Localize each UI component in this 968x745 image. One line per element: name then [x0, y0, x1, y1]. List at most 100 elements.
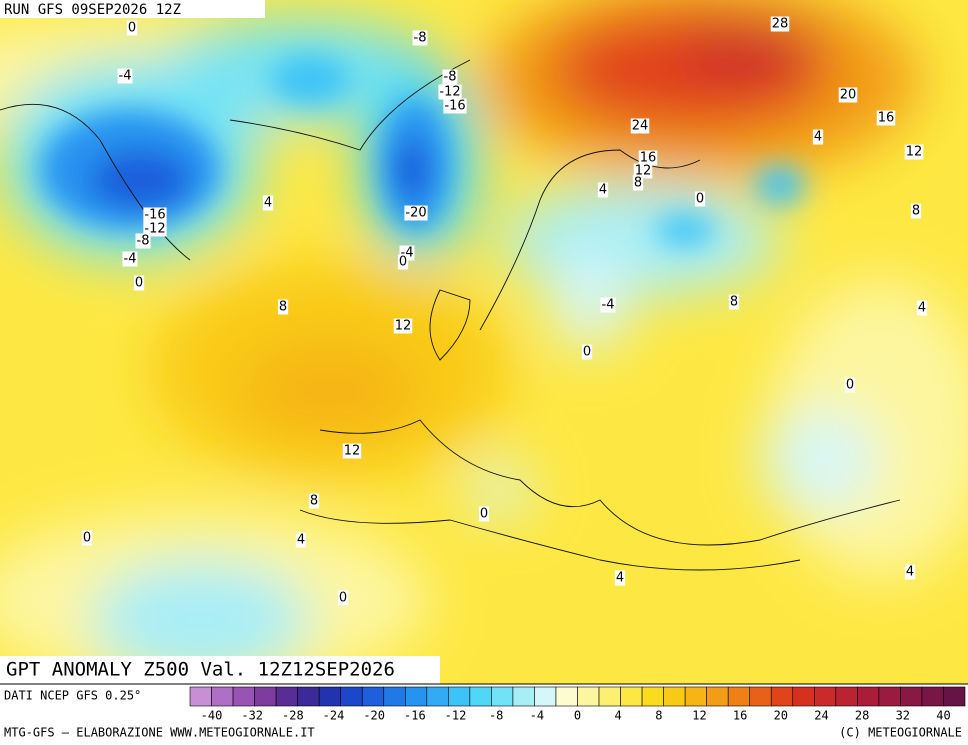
contour-label-bg — [630, 118, 650, 134]
colorbar-cell — [641, 686, 664, 707]
colorbar-tick-label: -12 — [445, 709, 467, 723]
contour-label: 12 — [344, 444, 361, 459]
contour-label: 4 — [906, 565, 914, 580]
contour-label-bg — [393, 318, 413, 334]
contour-label-bg — [133, 275, 145, 291]
contour-label: 28 — [772, 17, 789, 32]
contour-label: 4 — [297, 533, 305, 548]
contour-label: -4 — [602, 298, 615, 313]
contour-label: -12 — [439, 85, 460, 100]
colorbar-tick-label: -28 — [282, 709, 304, 723]
contour-label-bg — [412, 30, 428, 46]
contour-label: 8 — [634, 176, 642, 191]
colorbar-cell — [555, 686, 578, 707]
colorbar-cell — [189, 686, 212, 707]
contour-label-bg — [122, 251, 138, 267]
colorbar-cell — [275, 686, 298, 707]
colorbar-tick-label: -8 — [489, 709, 503, 723]
contour-label: 0 — [399, 255, 407, 270]
colorbar-cell — [857, 686, 880, 707]
colorbar-cell — [232, 686, 255, 707]
colorbar-cell — [727, 686, 751, 707]
contour-label-bg — [916, 300, 928, 316]
contour-label: 4 — [264, 196, 272, 211]
colorbar-tick-label: 0 — [574, 709, 581, 723]
contour-label: 8 — [310, 494, 318, 509]
footer-left: MTG-GFS – ELABORAZIONE WWW.METEOGIORNALE… — [4, 726, 315, 740]
contour-label: 16 — [640, 151, 657, 166]
colorbar-tick-label: -4 — [530, 709, 544, 723]
colorbar-tick-label: 28 — [855, 709, 869, 723]
contour-label: 8 — [279, 300, 287, 315]
contour-label: 16 — [878, 111, 895, 126]
colorbar-tick-label: -40 — [201, 709, 223, 723]
contour-label-bg — [632, 175, 644, 191]
contour-label-bg — [633, 163, 653, 179]
contour-label-bg — [638, 150, 658, 166]
contour-label-bg — [844, 377, 856, 393]
colorbar-tick-label: -16 — [404, 709, 426, 723]
contour-label: 8 — [730, 295, 738, 310]
colorbar-cell — [943, 686, 966, 707]
colorbar-cell — [448, 686, 471, 707]
colorbar-cell — [383, 686, 406, 707]
contour-label: -4 — [119, 69, 132, 84]
colorbar-cell — [792, 686, 815, 707]
run-label: RUN GFS 09SEP2026 12Z — [4, 2, 181, 18]
colorbar-tick-label: 12 — [692, 709, 706, 723]
contour-label: 4 — [918, 301, 926, 316]
title-box — [0, 656, 440, 684]
colorbar-cell — [749, 686, 772, 707]
contour-label: -16 — [144, 208, 165, 223]
contour-label: -8 — [444, 70, 457, 85]
contour-label-bg — [443, 98, 467, 114]
contour-label: 0 — [128, 21, 136, 36]
colorbar-cell — [814, 686, 837, 707]
contour-label-bg — [812, 129, 824, 145]
contour-label-bg — [910, 203, 922, 219]
contour-label-bg — [438, 84, 462, 100]
colorbar-tick-label: 24 — [814, 709, 828, 723]
contour-label: 20 — [840, 88, 857, 103]
contour-label-bg — [397, 254, 409, 270]
colorbar-cell — [361, 686, 385, 707]
contour-label: 12 — [635, 164, 652, 179]
contour-label-bg — [81, 530, 93, 546]
contour-label-bg — [117, 68, 133, 84]
contour-label-bg — [728, 294, 740, 310]
contour-label-bg — [143, 221, 167, 237]
contour-label-bg — [614, 570, 626, 586]
colorbar-cell — [254, 686, 277, 707]
colorbar-tick-label: 20 — [774, 709, 788, 723]
contour-label-bg — [838, 87, 858, 103]
contour-label-bg — [770, 16, 790, 32]
contour-label: -12 — [144, 222, 165, 237]
contour-label-bg — [308, 493, 320, 509]
colorbar-tick-label: -32 — [241, 709, 263, 723]
contour-label: 24 — [632, 119, 649, 134]
contour-label: 12 — [906, 145, 923, 160]
footer-right: (C) METEOGIORNALE — [839, 726, 962, 740]
contour-label: 4 — [814, 130, 822, 145]
contour-label: -8 — [414, 31, 427, 46]
contour-label: 0 — [846, 378, 854, 393]
data-source: DATI NCEP GFS 0.25° — [4, 689, 141, 703]
colorbar-cell — [878, 686, 901, 707]
contour-label: 0 — [480, 507, 488, 522]
colorbar-cell — [620, 686, 643, 707]
colorbar-cell — [577, 686, 600, 707]
colorbar-cell — [706, 686, 729, 707]
colorbar-cell — [318, 686, 341, 707]
colorbar-tick-label: 8 — [655, 709, 662, 723]
colorbar-cell — [921, 686, 944, 707]
contour-label-bg — [262, 195, 274, 211]
contour-label-bg — [904, 144, 924, 160]
colorbar-cell — [426, 686, 449, 707]
contour-label-bg — [143, 207, 167, 223]
contour-label-bg — [581, 344, 593, 360]
colorbar-tick-label: 40 — [936, 709, 950, 723]
contour-label-bg — [295, 532, 307, 548]
colorbar-cell — [663, 686, 686, 707]
colorbar-tick-label: -20 — [363, 709, 385, 723]
